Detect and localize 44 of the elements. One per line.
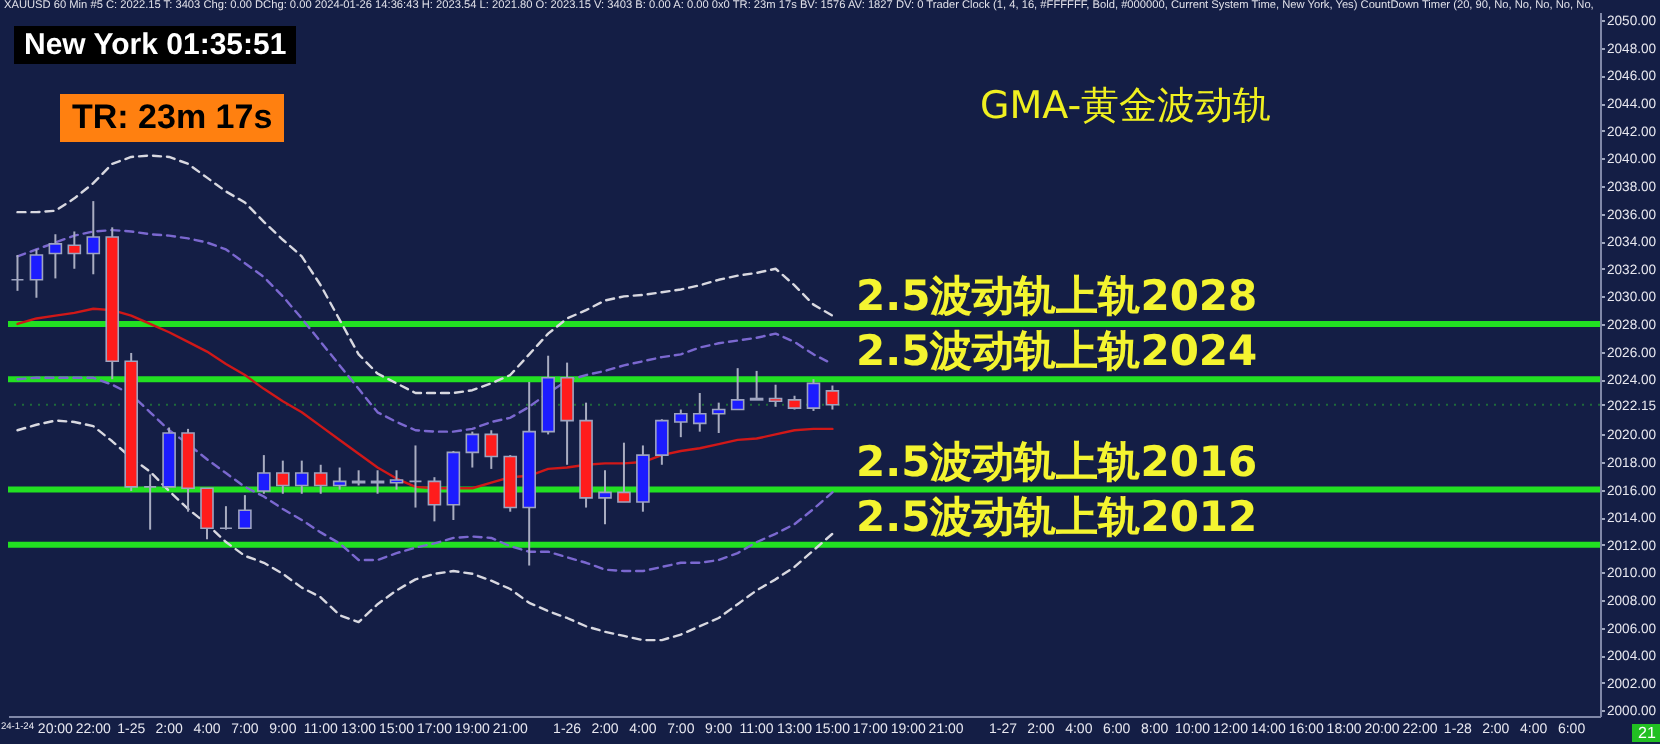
candlestick (257, 454, 271, 495)
candlestick (10, 253, 25, 292)
annotation: TR: 23m 17s (60, 94, 285, 142)
candlestick (806, 378, 821, 412)
candlestick (389, 469, 404, 491)
candlestick (200, 487, 214, 541)
ref-line-label: 2.5波动轨上轨2016 (856, 437, 1258, 486)
candlestick (484, 429, 499, 470)
candlestick (86, 200, 101, 276)
line-series (16, 376, 834, 573)
line-series (16, 228, 834, 433)
candlestick (219, 505, 233, 531)
line-series (16, 154, 834, 395)
candlestick (560, 361, 574, 466)
candlestick (825, 384, 840, 411)
ref-line-label: 2.5波动轨上轨2028 (856, 271, 1258, 320)
candlestick (617, 441, 631, 504)
candlestick (768, 383, 783, 408)
candlestick (408, 444, 423, 509)
candlestick (711, 401, 726, 435)
candlestick (276, 459, 290, 495)
candlestick (749, 369, 764, 401)
candlestick (598, 469, 612, 526)
ref-line-label: 2.5波动轨上轨2024 (856, 327, 1258, 376)
candlestick (48, 233, 63, 280)
candlestick (143, 473, 157, 531)
candlestick (294, 459, 309, 495)
candlestick (692, 391, 707, 433)
candlestick (427, 476, 442, 523)
candlestick (67, 230, 82, 270)
line-series (16, 419, 834, 642)
candlestick (29, 248, 44, 299)
candlestick (674, 408, 688, 439)
candlestick (730, 367, 745, 411)
candlestick (238, 494, 252, 530)
text: 21 (1632, 724, 1660, 742)
candlestick (313, 463, 328, 495)
annotation: New York 01:35:51 (14, 26, 297, 64)
candlestick (370, 469, 385, 495)
text: GMA-黄金波动轨 (980, 82, 1272, 132)
ref-line-label: 2.5波动轨上轨2012 (856, 492, 1258, 541)
candlestick (655, 418, 669, 466)
candlestick (465, 430, 480, 469)
candlestick (636, 444, 650, 513)
